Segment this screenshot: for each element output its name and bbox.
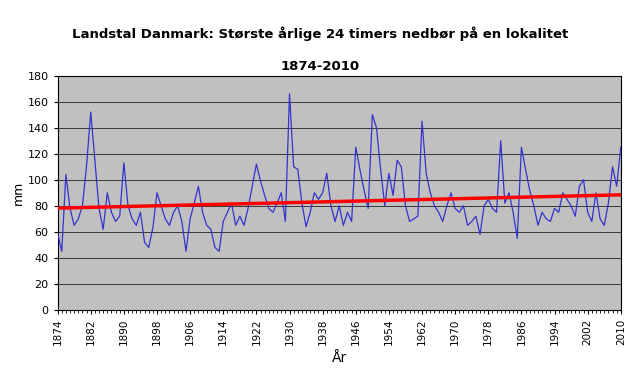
Y-axis label: mm: mm	[12, 181, 25, 205]
Text: Landstal Danmark: Største årlige 24 timers nedbør på en lokalitet: Landstal Danmark: Største årlige 24 time…	[72, 26, 568, 41]
Text: 1874-2010: 1874-2010	[280, 60, 360, 73]
X-axis label: År: År	[332, 351, 347, 365]
